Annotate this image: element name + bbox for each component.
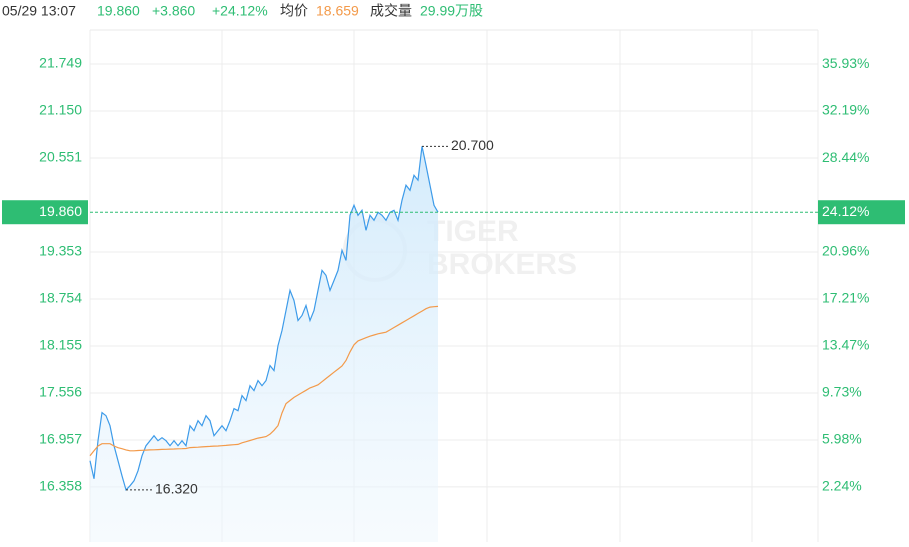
change: +3.860 — [152, 3, 195, 19]
y2-tick-label: 5.98% — [822, 431, 862, 447]
y2-tick-label: 32.19% — [822, 102, 869, 118]
avg: 18.659 — [316, 3, 359, 19]
watermark-text: TIGER — [427, 215, 519, 248]
y-tick-label: 21.749 — [39, 55, 82, 71]
y2-tick-label: 28.44% — [822, 149, 869, 165]
grid — [89, 29, 819, 543]
y2-tick-label: 17.21% — [822, 290, 869, 306]
watermark-text: BROKERS — [427, 248, 577, 281]
avg-label: 均价 — [280, 3, 308, 19]
price: 19.860 — [97, 3, 140, 19]
y-tick-label: 19.353 — [39, 243, 82, 259]
volume-label: 成交量 — [370, 3, 412, 19]
y-tick-label: 16.358 — [39, 478, 82, 494]
line — [89, 146, 439, 492]
y2-tick-label: 9.73% — [822, 384, 862, 400]
last-price-label: 19.860 — [39, 203, 82, 219]
y-tick-label: 17.556 — [39, 384, 82, 400]
y-tick-label: 16.957 — [39, 431, 82, 447]
y-tick-label: 18.155 — [39, 337, 82, 353]
line — [89, 305, 439, 457]
y2-tick-label: 13.47% — [822, 337, 869, 353]
last-price-box — [2, 200, 88, 225]
watermark: TIGER BROKERS — [343, 215, 577, 282]
min-annotation: 16.320 — [155, 481, 198, 497]
area — [90, 146, 438, 543]
volume: 29.99万股 — [420, 3, 483, 19]
y2-tick-label: 20.96% — [822, 243, 869, 259]
y2-tick-label: 35.93% — [822, 55, 869, 71]
y-tick-label: 21.150 — [39, 102, 82, 118]
max-annotation: 20.700 — [451, 137, 494, 153]
change-pct: +24.12% — [212, 3, 268, 19]
header: 05/29 13:07 19.860 +3.860 +24.12% 均价 18.… — [2, 3, 483, 19]
y-tick-label: 18.754 — [39, 290, 82, 306]
last-pct-label: 24.12% — [822, 203, 869, 219]
y-tick-label: 20.551 — [39, 149, 82, 165]
y2-tick-label: 2.24% — [822, 478, 862, 494]
time: 05/29 13:07 — [2, 3, 76, 19]
last-pct-box — [818, 200, 905, 225]
